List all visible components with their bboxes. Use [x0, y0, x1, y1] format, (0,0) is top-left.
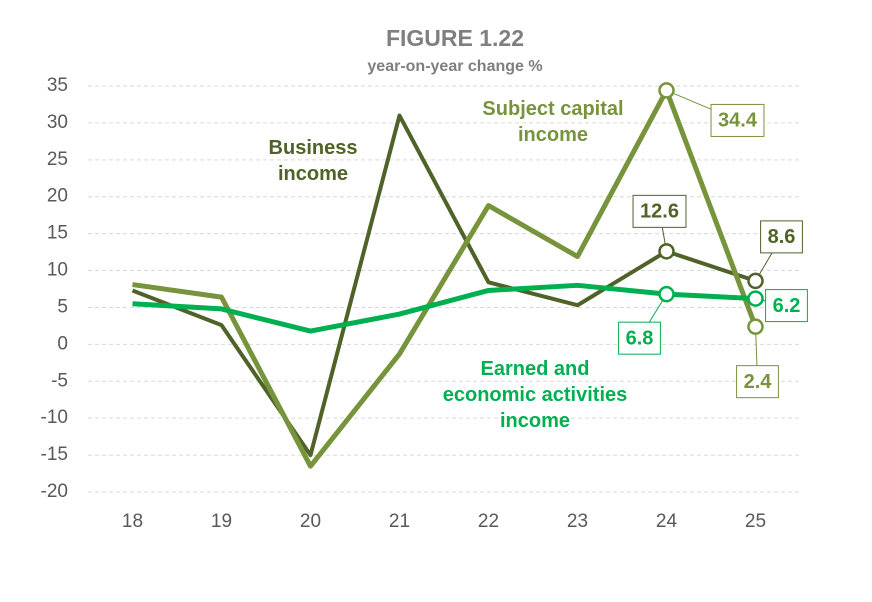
y-tick-label: 35 [47, 75, 68, 96]
label-box [710, 103, 765, 137]
data-label: 34.4 [718, 110, 758, 132]
y-tick-label: 25 [47, 149, 68, 170]
y-tick-label: 10 [47, 260, 68, 281]
x-tick-label: 21 [389, 511, 410, 532]
chart-subtitle: year-on-year change % [367, 58, 542, 75]
series-line [131, 113, 757, 458]
series-label: Earned and economic activities income [442, 358, 628, 432]
y-tick-label: -20 [41, 481, 68, 502]
point-marker [658, 285, 675, 303]
x-tick-label: 25 [745, 511, 766, 532]
x-tick-label: 19 [211, 511, 232, 532]
data-label: 6.2 [773, 295, 801, 317]
x-tick-label: 23 [567, 511, 588, 532]
label-box [765, 289, 808, 323]
y-tick-label: -15 [41, 444, 68, 465]
series-line [132, 87, 758, 469]
y-tick-label: 15 [47, 223, 68, 244]
label-box [736, 365, 779, 399]
x-tick-label: 22 [478, 511, 499, 532]
label-box [618, 321, 661, 355]
label-box [760, 220, 803, 254]
point-marker [658, 82, 675, 99]
point-marker [747, 272, 764, 290]
chart-title: FIGURE 1.22 [386, 25, 524, 51]
y-tick-label: 30 [47, 112, 68, 133]
series-label: Subject capital income [482, 98, 624, 146]
x-tick-label: 20 [300, 511, 321, 532]
data-label: 2.4 [744, 371, 773, 393]
y-tick-label: 20 [47, 186, 68, 207]
series-line [132, 282, 756, 334]
label-box [632, 194, 687, 228]
point-marker [747, 318, 764, 335]
y-tick-label: -5 [51, 370, 68, 391]
series-label: Business income [268, 137, 358, 185]
y-tick-label: 5 [57, 296, 68, 317]
x-tick-label: 18 [122, 511, 143, 532]
point-marker [747, 290, 764, 307]
point-marker [658, 243, 675, 260]
y-tick-label: -10 [41, 407, 68, 428]
x-tick-label: 24 [656, 511, 678, 532]
data-label: 8.6 [768, 226, 796, 248]
y-tick-label: 0 [57, 333, 68, 354]
data-label: 12.6 [640, 201, 679, 223]
data-label: 6.8 [626, 327, 654, 349]
